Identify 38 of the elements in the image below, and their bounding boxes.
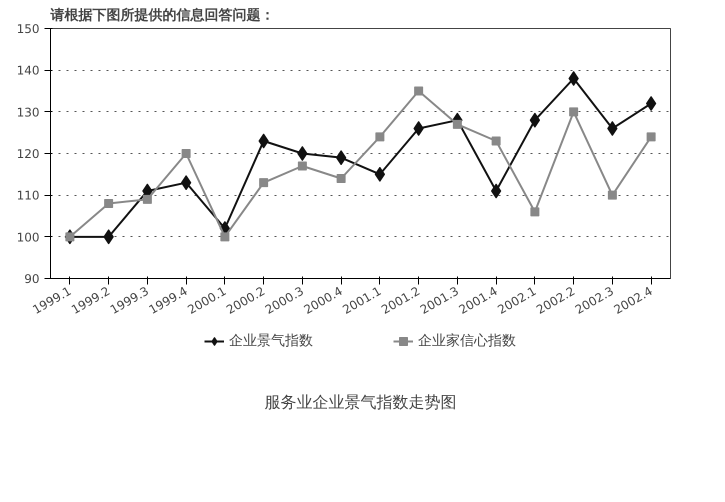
point [336,174,346,183]
y-tick-label: 110 [16,188,40,203]
point [374,166,386,182]
y-tick-label: 140 [16,64,40,78]
point [607,121,618,136]
y-tick-label: 150 [16,22,40,36]
point [530,207,540,216]
point [142,194,152,204]
point [180,175,192,190]
point [103,229,114,244]
legend-label: 企业家信心指数 [418,332,516,350]
point [182,149,191,158]
point [452,120,462,129]
point [646,132,656,142]
point [258,134,269,148]
point [375,132,384,142]
point [568,71,579,86]
point [608,190,617,200]
point [104,199,114,208]
point [530,112,540,128]
point [297,146,308,161]
point [569,107,578,116]
text: 请根据下图所提供的信息回答问题： [50,8,274,24]
y-tick-label: 120 [16,147,40,161]
legend-label: 企业景气指数 [229,332,313,350]
point [413,121,424,136]
y-tick-label: 130 [16,105,40,120]
y-tick-label: 100 [16,230,40,244]
point [490,184,502,198]
point [298,162,307,170]
point [492,136,501,146]
text: 服务业企业景气指数走势图 [264,392,456,412]
y-tick-label: 90 [24,272,40,286]
point [259,178,268,188]
point [414,86,424,96]
point [646,96,656,111]
point [220,232,230,242]
point [336,150,346,166]
